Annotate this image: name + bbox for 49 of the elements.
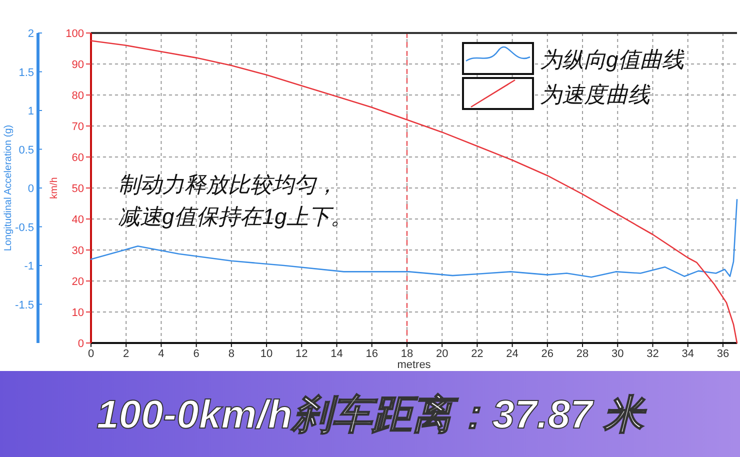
x-tick-label: 22 xyxy=(471,348,484,360)
x-tick-label: 28 xyxy=(576,348,589,360)
y-tick-label: 50 xyxy=(72,183,84,195)
x-tick-label: 14 xyxy=(330,348,343,360)
y-tick-label: 20 xyxy=(72,276,84,288)
legend-item: 为速度曲线 xyxy=(462,77,650,110)
y-tick-label: 10 xyxy=(72,307,84,319)
x-tick-label: 0 xyxy=(88,348,94,360)
x-tick-label: 16 xyxy=(366,348,378,360)
y-tick-label: 40 xyxy=(72,214,84,226)
y2-tick-label: -1.5 xyxy=(15,299,34,312)
y2-tick-label: -0.5 xyxy=(15,222,34,234)
legend-item: 为纵向g值曲线 xyxy=(462,42,684,75)
annotation: 制动力释放比较均匀， xyxy=(118,172,338,197)
x-tick-label: 12 xyxy=(296,348,308,360)
y-tick-label: 30 xyxy=(72,245,84,257)
y-tick-label: 70 xyxy=(72,121,84,133)
y-tick-label: 100 xyxy=(66,28,84,40)
x-tick-label: 26 xyxy=(541,348,554,360)
y-tick-label: 60 xyxy=(72,152,84,164)
y2-tick-label: 2 xyxy=(28,28,34,40)
x-tick-label: 24 xyxy=(506,348,518,360)
x-tick-label: 6 xyxy=(193,348,200,360)
y2-axis-title: Longitudinal Acceleration (g) xyxy=(3,124,14,252)
y-tick-label: 0 xyxy=(78,338,84,350)
x-tick-label: 18 xyxy=(400,348,414,360)
x-tick-label: 8 xyxy=(228,348,234,360)
y2-tick-label: 1 xyxy=(28,106,34,118)
x-tick-label: 30 xyxy=(612,348,624,360)
x-tick-label: 4 xyxy=(158,348,164,360)
legend-label: 为速度曲线 xyxy=(540,82,651,107)
legend-label: 为纵向g值曲线 xyxy=(540,47,686,72)
y2-tick-label: 0 xyxy=(28,183,34,195)
y2-tick-label: 0.5 xyxy=(18,144,34,156)
x-tick-label: 34 xyxy=(682,348,694,360)
x-tick-label: 10 xyxy=(260,348,273,360)
y-tick-label: 90 xyxy=(72,59,84,71)
y2-tick-label: -1 xyxy=(24,260,34,272)
x-axis-title: metres xyxy=(397,359,432,371)
annotation: 减速g值保持在1g上下。 xyxy=(118,204,353,229)
x-tick-label: 2 xyxy=(123,348,130,360)
x-tick-label: 36 xyxy=(716,348,730,360)
y-axis-title: km/h xyxy=(49,177,60,199)
text: 100-0km/h刹车距离：37.87 米 xyxy=(96,393,648,437)
line-series xyxy=(90,198,738,278)
y-tick-label: 80 xyxy=(72,90,84,102)
x-tick-label: 20 xyxy=(436,348,448,360)
y2-tick-label: 1.5 xyxy=(18,66,34,79)
x-tick-label: 32 xyxy=(646,348,659,360)
